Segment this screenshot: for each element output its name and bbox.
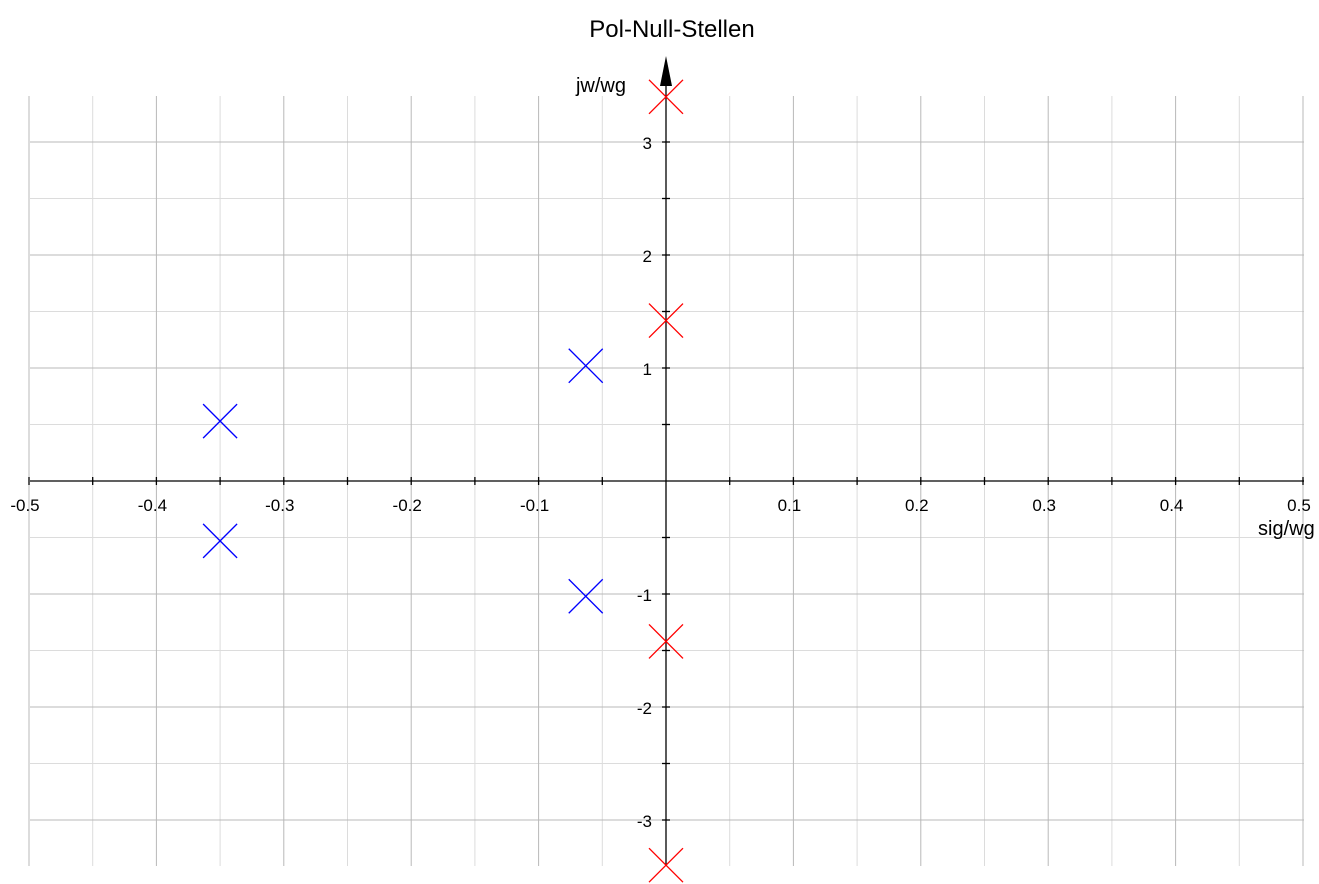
- pole-marker: [568, 578, 604, 614]
- pole-marker: [568, 348, 604, 384]
- x-tick-label: -0.4: [138, 496, 167, 515]
- zero-marker: [648, 847, 684, 883]
- marker-stroke: [202, 403, 238, 439]
- x-tick-label: -0.2: [393, 496, 422, 515]
- y-tick-label: 3: [643, 134, 652, 153]
- chart-title: Pol-Null-Stellen: [589, 16, 754, 43]
- marker-stroke: [648, 79, 684, 115]
- marker-stroke: [648, 624, 684, 659]
- zero-marker: [648, 79, 684, 115]
- zero-marker: [648, 624, 684, 659]
- tick-labels: -0.5 -0.4 -0.3 -0.2 -0.1 0.1 0.2 0.3 0.4 0.5 -3 -2 -…: [10, 134, 1310, 831]
- y-tick-label: -3: [637, 812, 652, 831]
- y-tick-label: 2: [643, 247, 652, 266]
- x-tick-label: 0.1: [778, 496, 802, 515]
- marker-stroke: [648, 847, 684, 883]
- x-tick-label: 0.3: [1032, 496, 1056, 515]
- x-tick-label: 0.2: [905, 496, 929, 515]
- pole-marker: [202, 403, 238, 439]
- y-tick-label: 1: [643, 360, 652, 379]
- x-tick-label: 0.5: [1287, 496, 1311, 515]
- marker-stroke: [202, 523, 238, 559]
- x-tick-label: 0.4: [1160, 496, 1184, 515]
- marker-stroke: [648, 303, 684, 338]
- y-axis-arrow: [660, 56, 672, 86]
- y-tick-label: -1: [637, 586, 652, 605]
- x-axis-label: sig/wg: [1258, 518, 1315, 540]
- x-tick-label: -0.3: [265, 496, 294, 515]
- y-axis-label: jw/wg: [575, 75, 626, 97]
- x-tick-label: -0.5: [10, 496, 39, 515]
- pole-zero-markers: [202, 79, 684, 883]
- y-tick-label: -2: [637, 699, 652, 718]
- marker-stroke: [568, 348, 604, 384]
- axes: [28, 56, 1304, 866]
- marker-stroke: [568, 578, 604, 614]
- x-tick-label: -0.1: [520, 496, 549, 515]
- zero-marker: [648, 303, 684, 338]
- pole-marker: [202, 523, 238, 559]
